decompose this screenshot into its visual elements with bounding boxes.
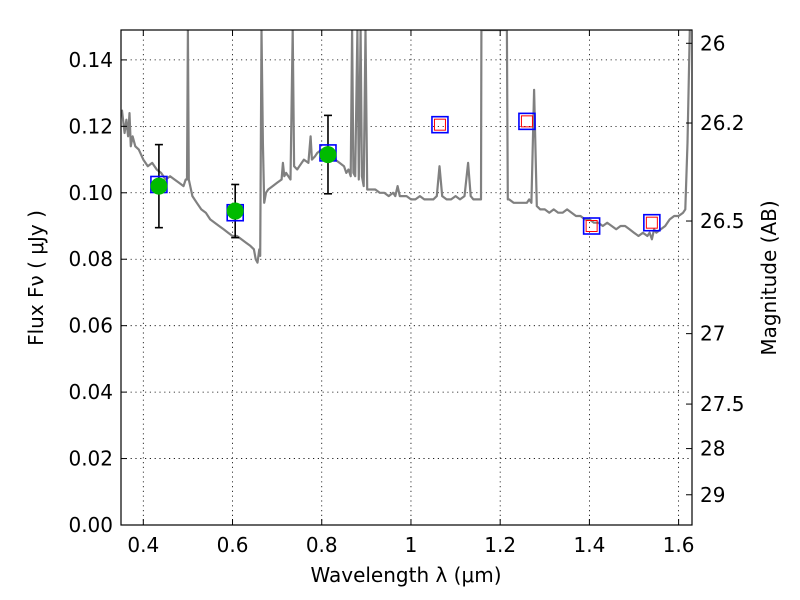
y-axis-label: Flux Fν ( μJy ) <box>24 210 48 346</box>
y2-tick-label: 26.2 <box>700 111 745 135</box>
model-photometry-box <box>431 115 449 134</box>
y-tick-label: 0.02 <box>68 447 113 471</box>
x-tick-label: 1 <box>405 533 418 557</box>
y-tick-label: 0.10 <box>68 181 113 205</box>
y2-tick-label: 27 <box>700 322 725 346</box>
y-tick-label: 0.12 <box>68 114 113 138</box>
y-tick-label: 0.04 <box>68 380 113 404</box>
x-tick-label: 0.8 <box>306 533 338 557</box>
model-photometry-box <box>582 217 601 235</box>
x-axis-label: Wavelength λ (μm) <box>310 563 501 587</box>
y2-tick-label: 26.5 <box>700 209 745 233</box>
y-tick-label: 0.14 <box>68 48 113 72</box>
x-tick-label: 1.4 <box>573 533 605 557</box>
model-photometry-box <box>518 112 536 131</box>
predicted-photometry-box <box>645 216 658 229</box>
observed-flux-point <box>150 177 168 195</box>
predicted-photometry-box <box>520 115 533 128</box>
photometry-layer <box>150 112 661 239</box>
plot-frame <box>120 29 693 526</box>
tick-layer: 0.4 0.6 0.8 1 1.2 1.4 1.6 0.00 0.02 0.04 0.06 0.08 0… <box>68 30 745 557</box>
grid-layer <box>121 30 692 525</box>
predicted-photometry-box <box>585 220 598 233</box>
x-tick-label: 0.6 <box>217 533 249 557</box>
y-tick-label: 0.06 <box>68 314 113 338</box>
observed-flux-point <box>226 202 244 220</box>
y2-tick-label: 27.5 <box>700 392 745 416</box>
y2-tick-label: 29 <box>700 483 725 507</box>
y2-tick-label: 26 <box>700 31 725 55</box>
model-spectrum-line <box>121 30 691 264</box>
y-tick-label: 0.08 <box>68 247 113 271</box>
model-photometry-box <box>643 213 661 232</box>
x-tick-label: 1.2 <box>484 533 516 557</box>
y2-axis-label: Magnitude (AB) <box>757 200 781 355</box>
x-tick-label: 1.6 <box>663 533 695 557</box>
x-tick-label: 0.4 <box>127 533 159 557</box>
observed-flux-point <box>319 146 337 164</box>
model-spectrum-layer <box>121 30 691 264</box>
y2-tick-label: 28 <box>700 437 725 461</box>
y-tick-label: 0.00 <box>68 513 113 537</box>
predicted-photometry-box <box>433 118 446 131</box>
